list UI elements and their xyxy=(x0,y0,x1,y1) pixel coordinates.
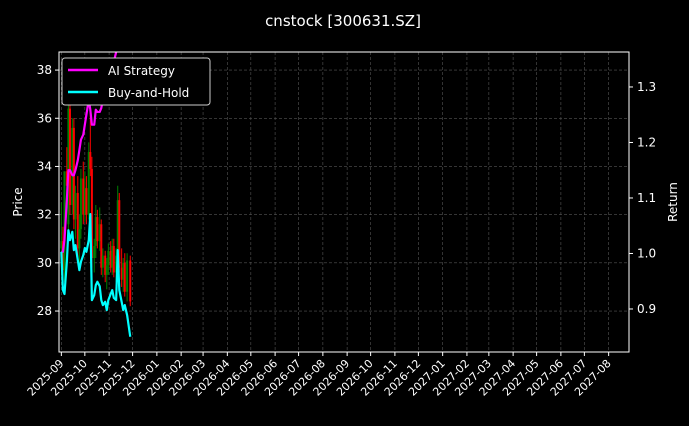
legend-label-strategy: AI Strategy xyxy=(108,64,175,78)
candle-body xyxy=(68,108,71,206)
y-tick-label-left: 32 xyxy=(37,208,52,222)
candle-body xyxy=(87,152,90,215)
candle-body xyxy=(107,250,110,266)
y-tick-label-right: 0.9 xyxy=(637,302,656,316)
candle-body xyxy=(115,255,118,273)
y-tick-label-left: 38 xyxy=(37,63,52,77)
candle-body xyxy=(105,265,108,275)
candle-body xyxy=(122,262,125,280)
candle-body xyxy=(126,260,129,292)
candle-body xyxy=(98,224,101,242)
candle-body xyxy=(111,245,114,268)
y-axis-label-left: Price xyxy=(11,187,25,216)
candle-body xyxy=(82,178,85,215)
candle-body xyxy=(93,245,96,259)
candle-body xyxy=(85,188,88,215)
candle-body xyxy=(96,217,99,242)
legend: AI Strategy Buy-and-Hold xyxy=(61,57,211,106)
chart-title: cnstock [300631.SZ] xyxy=(265,12,421,30)
legend-label-buy-hold: Buy-and-Hold xyxy=(108,86,189,100)
y-tick-label-left: 34 xyxy=(37,159,52,173)
candle-body xyxy=(94,217,97,246)
y-tick-label-left: 36 xyxy=(37,111,52,125)
candle-body xyxy=(63,171,66,271)
candle-body xyxy=(76,192,79,249)
candle-body xyxy=(67,108,70,225)
candle-body xyxy=(118,200,121,268)
candle-body xyxy=(100,224,103,268)
y-tick-label-left: 30 xyxy=(37,256,52,270)
candle-body xyxy=(60,241,63,249)
candle-body xyxy=(116,200,119,256)
candle-body xyxy=(129,260,132,302)
y-tick-label-right: 1.3 xyxy=(637,80,656,94)
y-tick-label-right: 1.2 xyxy=(637,135,656,149)
candle-body xyxy=(101,255,104,268)
candle-body xyxy=(79,178,82,230)
plot-frame xyxy=(58,51,630,353)
candle-body xyxy=(61,241,64,271)
candle-body xyxy=(104,255,107,275)
candle-body xyxy=(120,267,123,280)
candle-body xyxy=(112,245,115,273)
candle-body xyxy=(89,152,92,169)
candle-body xyxy=(78,229,81,249)
candle-body xyxy=(83,188,86,215)
y-tick-label-right: 1.1 xyxy=(637,191,656,205)
y-tick-label-left: 28 xyxy=(37,304,52,318)
candle-body xyxy=(74,192,77,220)
candle-body xyxy=(71,127,74,206)
buy-hold-line xyxy=(60,212,132,337)
candle-body xyxy=(65,171,68,186)
candle-body xyxy=(109,250,112,268)
y-axis-label-right: Return xyxy=(666,182,680,222)
y-tick-label-right: 1.0 xyxy=(637,246,656,260)
candlesticks xyxy=(60,94,132,307)
candle-body xyxy=(90,168,93,259)
candle-body xyxy=(123,262,126,292)
